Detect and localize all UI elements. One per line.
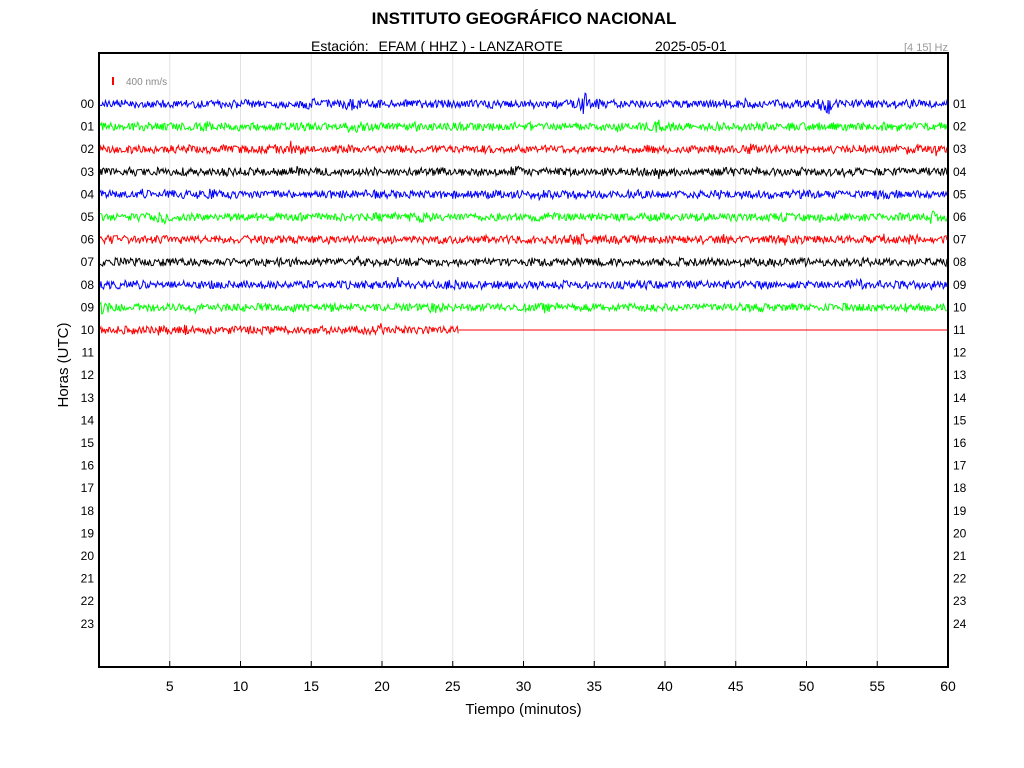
trace-01 [99, 119, 949, 134]
left-hour-label: 23 [81, 617, 95, 631]
x-tick-label: 10 [233, 678, 249, 694]
left-hour-label: 22 [81, 594, 95, 608]
right-hour-label: 01 [953, 97, 967, 111]
right-hour-label: 09 [953, 278, 967, 292]
scale-bar-label: 400 nm/s [126, 77, 167, 88]
x-tick-label: 45 [728, 678, 744, 694]
left-hour-label: 03 [81, 165, 95, 179]
right-hour-label: 17 [953, 459, 967, 473]
left-hour-label: 14 [81, 413, 95, 427]
trace-05 [99, 210, 949, 226]
left-hour-label: 12 [81, 368, 95, 382]
right-hour-label: 04 [953, 165, 967, 179]
right-hour-label: 19 [953, 504, 967, 518]
right-hour-label: 03 [953, 142, 967, 156]
x-tick-label: 40 [657, 678, 673, 694]
right-hour-label: 21 [953, 549, 967, 563]
right-hour-label: 15 [953, 413, 967, 427]
left-hour-label: 18 [81, 504, 95, 518]
chart-title: INSTITUTO GEOGRÁFICO NACIONAL [371, 9, 677, 28]
right-hour-label: 11 [953, 323, 966, 337]
left-hour-label: 08 [81, 278, 95, 292]
x-axis-ticks: 5 10 15 20 25 30 35 40 45 50 55 60 [166, 661, 956, 694]
right-hour-label: 05 [953, 187, 967, 201]
left-hour-label: 05 [81, 210, 95, 224]
right-hour-label: 02 [953, 120, 967, 134]
station-name: EFAM ( HHZ ) - LANZAROTE [378, 38, 563, 54]
left-hour-label: 16 [81, 459, 95, 473]
trace-06 [99, 232, 949, 246]
right-hour-label: 16 [953, 436, 967, 450]
right-hour-labels: 01 02 03 04 05 06 07 08 09 10 11 12 13 14 15 16 17 18 19 20… [953, 97, 967, 631]
right-hour-label: 06 [953, 210, 967, 224]
trace-03 [99, 165, 949, 180]
left-hour-label: 06 [81, 233, 95, 247]
seismic-traces [99, 92, 949, 337]
x-axis-label: Tiempo (minutos) [465, 701, 581, 718]
x-tick-label: 15 [303, 678, 319, 694]
right-hour-label: 23 [953, 594, 967, 608]
y-axis-label: Horas (UTC) [55, 322, 72, 407]
left-hour-label: 01 [81, 120, 95, 134]
x-tick-label: 60 [940, 678, 956, 694]
right-hour-label: 24 [953, 617, 967, 631]
trace-02 [99, 140, 949, 157]
x-tick-label: 5 [166, 678, 174, 694]
x-tick-label: 50 [799, 678, 815, 694]
right-hour-label: 10 [953, 300, 967, 314]
right-hour-label: 20 [953, 526, 967, 540]
left-hour-label: 19 [81, 526, 95, 540]
left-hour-label: 02 [81, 142, 95, 156]
trace-04 [99, 188, 949, 202]
trace-07 [99, 255, 949, 269]
amplitude-scale-bar: 400 nm/s [112, 77, 167, 88]
x-tick-label: 55 [869, 678, 885, 694]
date-label: 2025-05-01 [655, 38, 727, 54]
right-hour-label: 08 [953, 255, 967, 269]
left-hour-label: 04 [81, 187, 95, 201]
left-hour-label: 13 [81, 391, 95, 405]
x-tick-label: 35 [586, 678, 602, 694]
trace-08 [99, 277, 948, 291]
left-hour-label: 09 [81, 300, 95, 314]
left-hour-label: 00 [81, 97, 95, 111]
filter-band-label: [4 15] Hz [903, 42, 948, 54]
left-hour-label: 20 [81, 549, 95, 563]
left-hour-label: 15 [81, 436, 95, 450]
left-hour-label: 10 [81, 323, 95, 337]
left-hour-label: 07 [81, 255, 95, 269]
grid-lines [169, 53, 878, 667]
station-info: Estación: EFAM ( HHZ ) - LANZAROTE [311, 38, 563, 54]
x-tick-label: 25 [445, 678, 461, 694]
left-hour-label: 17 [81, 481, 95, 495]
x-tick-label: 20 [374, 678, 390, 694]
trace-00 [99, 92, 949, 115]
left-hour-label: 11 [82, 346, 95, 360]
right-hour-label: 22 [953, 572, 967, 586]
x-tick-label: 30 [516, 678, 532, 694]
left-hour-label: 21 [81, 572, 95, 586]
right-hour-label: 07 [953, 233, 967, 247]
right-hour-label: 18 [953, 481, 967, 495]
right-hour-label: 14 [953, 391, 967, 405]
trace-10 [99, 323, 459, 337]
left-hour-labels: 00 01 02 03 04 05 06 07 08 09 10 11 12 13 14 15 16 17 18 19… [81, 97, 95, 631]
right-hour-label: 12 [953, 346, 967, 360]
trace-09 [99, 301, 949, 315]
station-prefix: Estación: [311, 38, 369, 54]
right-hour-label: 13 [953, 368, 967, 382]
